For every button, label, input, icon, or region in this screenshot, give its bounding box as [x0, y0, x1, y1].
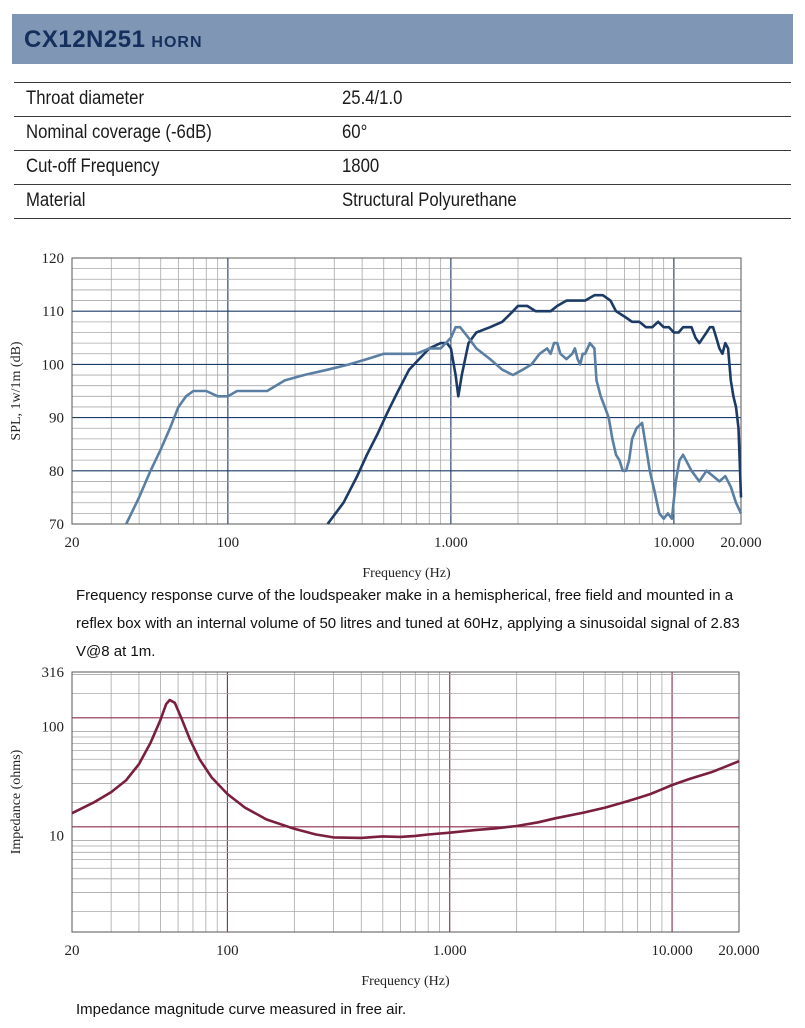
x-tick-label: 100 [216, 943, 239, 959]
frequency-response-chart: 20 100 1.000 10.000 20.000 70 80 90 100 110 120 Fre… [9, 251, 762, 581]
spec-label: Material [26, 190, 86, 211]
y-tick-label: 100 [42, 719, 65, 735]
x-tick-label: 20 [65, 535, 80, 551]
y-tick-label: 110 [42, 304, 64, 320]
x-tick-label: 100 [217, 535, 240, 551]
y-tick-label: 80 [49, 464, 64, 480]
x-tick-label: 1.000 [433, 943, 467, 959]
spec-value: Structural Polyurethane [342, 190, 517, 211]
spec-value: 25.4/1.0 [342, 88, 403, 109]
impedance-caption: Impedance magnitude curve measured in fr… [76, 1001, 407, 1018]
spec-label: Nominal coverage (-6dB) [26, 122, 212, 143]
x-axis-label: Frequency (Hz) [361, 974, 450, 989]
series-line [326, 293, 743, 525]
y-tick-label: 120 [42, 251, 65, 267]
x-tick-label: 10.000 [651, 943, 692, 959]
x-tick-label: 1.000 [434, 535, 468, 551]
spec-row: Material Structural Polyurethane [14, 184, 791, 219]
spec-label: Cut-off Frequency [26, 156, 160, 177]
x-tick-label: 10.000 [653, 535, 694, 551]
y-axis-label: Impedance (ohms) [9, 749, 24, 854]
x-tick-label: 20 [65, 943, 80, 959]
y-axis-label: SPL, 1w/1m (dB) [9, 341, 24, 441]
product-header: CX12N251 HORN [12, 14, 793, 64]
spec-value: 60° [342, 122, 368, 143]
spec-row: Cut-off Frequency 1800 [14, 150, 791, 184]
y-tick-label: 100 [42, 357, 65, 373]
y-tick-label: 316 [42, 665, 65, 681]
frequency-response-caption: Frequency response curve of the loudspea… [76, 587, 740, 660]
spec-label: Throat diameter [26, 88, 145, 109]
x-axis-label: Frequency (Hz) [362, 566, 451, 581]
impedance-chart: 20 100 1.000 10.000 20.000 10 100 316 Frequency … [9, 665, 760, 989]
spec-value: 1800 [342, 156, 380, 177]
product-title: CX12N251 HORN [24, 26, 203, 54]
y-tick-label: 70 [49, 517, 64, 533]
x-tick-label: 20.000 [718, 943, 759, 959]
spec-row: Throat diameter 25.4/1.0 [14, 82, 791, 116]
x-tick-label: 20.000 [720, 535, 761, 551]
series-line [125, 325, 743, 525]
series-line [71, 698, 740, 840]
spec-table: Throat diameter 25.4/1.0 Nominal coverage… [14, 82, 791, 219]
plot-frame [71, 671, 740, 933]
model-name: CX12N251 [24, 26, 146, 53]
plot-frame [71, 257, 742, 525]
product-type: HORN [151, 34, 203, 51]
y-tick-label: 90 [49, 411, 64, 427]
spec-row: Nominal coverage (-6dB) 60° [14, 116, 791, 150]
y-tick-label: 10 [49, 828, 64, 844]
